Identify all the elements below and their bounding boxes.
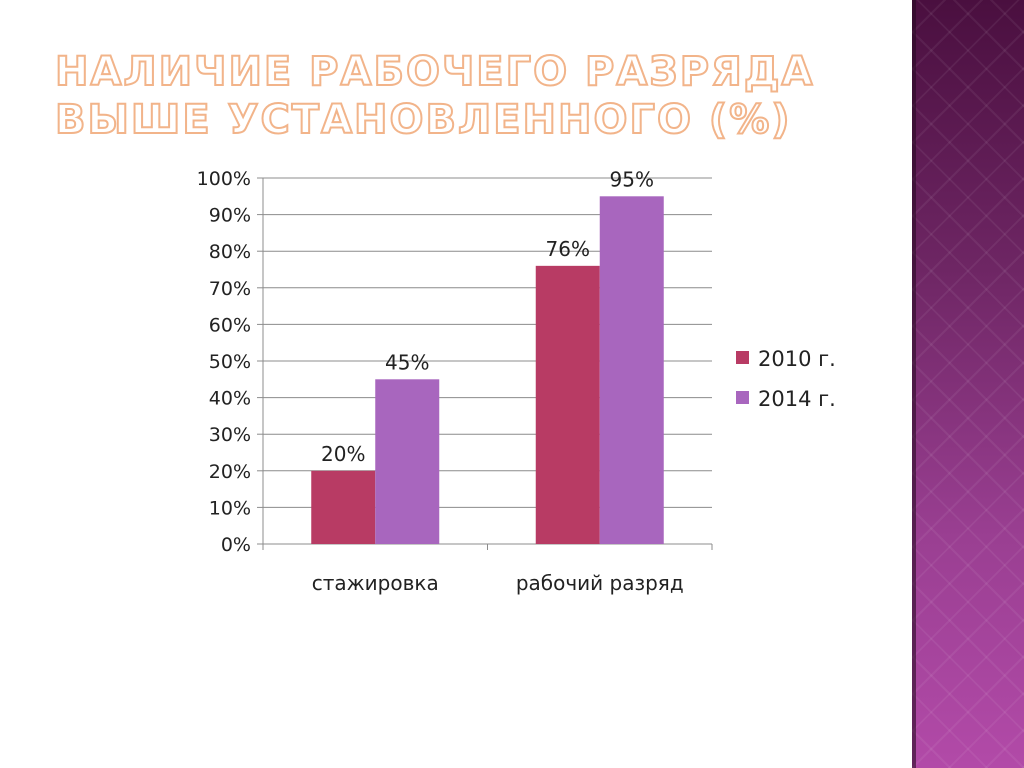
y-tick-label: 70% — [209, 278, 251, 300]
y-tick-label: 10% — [209, 497, 251, 519]
category-label: стажировка — [312, 571, 439, 595]
legend-swatch — [736, 391, 749, 404]
y-tick-label: 90% — [209, 205, 251, 227]
side-band-edge — [912, 0, 916, 768]
side-band-pattern — [912, 0, 1024, 768]
data-label: 45% — [385, 350, 429, 374]
bar-2010-0 — [311, 470, 376, 544]
bar-chart: 0% 10% 20% 30% 40% 50% 60% 70% 80% 90% 100% 20% 45%… — [197, 167, 836, 595]
chart-bars — [311, 196, 664, 545]
bar-2014-0 — [375, 379, 440, 544]
legend-label: 2014 г. — [758, 387, 836, 411]
y-tick-label: 0% — [221, 534, 251, 556]
legend-swatch — [736, 351, 749, 364]
bar-2010-1 — [535, 265, 600, 544]
y-tick-label: 30% — [209, 424, 251, 446]
bar-2014-1 — [599, 196, 664, 545]
y-tick-label: 80% — [209, 241, 251, 263]
chart-labels: 20% 45% стажировка 76% 95% рабочий разряд — [312, 167, 684, 595]
legend-label: 2010 г. — [758, 347, 836, 371]
y-tick-label: 60% — [209, 314, 251, 336]
chart-axes: 0% 10% 20% 30% 40% 50% 60% 70% 80% 90% 100% — [197, 168, 713, 556]
y-tick-label: 100% — [197, 168, 251, 190]
decorative-side-band — [912, 0, 1024, 768]
data-label: 20% — [321, 442, 365, 466]
chart-legend: 2010 г. 2014 г. — [736, 347, 836, 411]
y-tick-label: 50% — [209, 351, 251, 373]
y-tick-label: 20% — [209, 461, 251, 483]
data-label: 76% — [546, 237, 590, 261]
category-label: рабочий разряд — [516, 571, 684, 595]
data-label: 95% — [610, 167, 654, 191]
slide-title: НАЛИЧИЕ РАБОЧЕГО РАЗРЯДА ВЫШЕ УСТАНОВЛЕН… — [54, 48, 815, 144]
y-tick-label: 40% — [209, 388, 251, 410]
